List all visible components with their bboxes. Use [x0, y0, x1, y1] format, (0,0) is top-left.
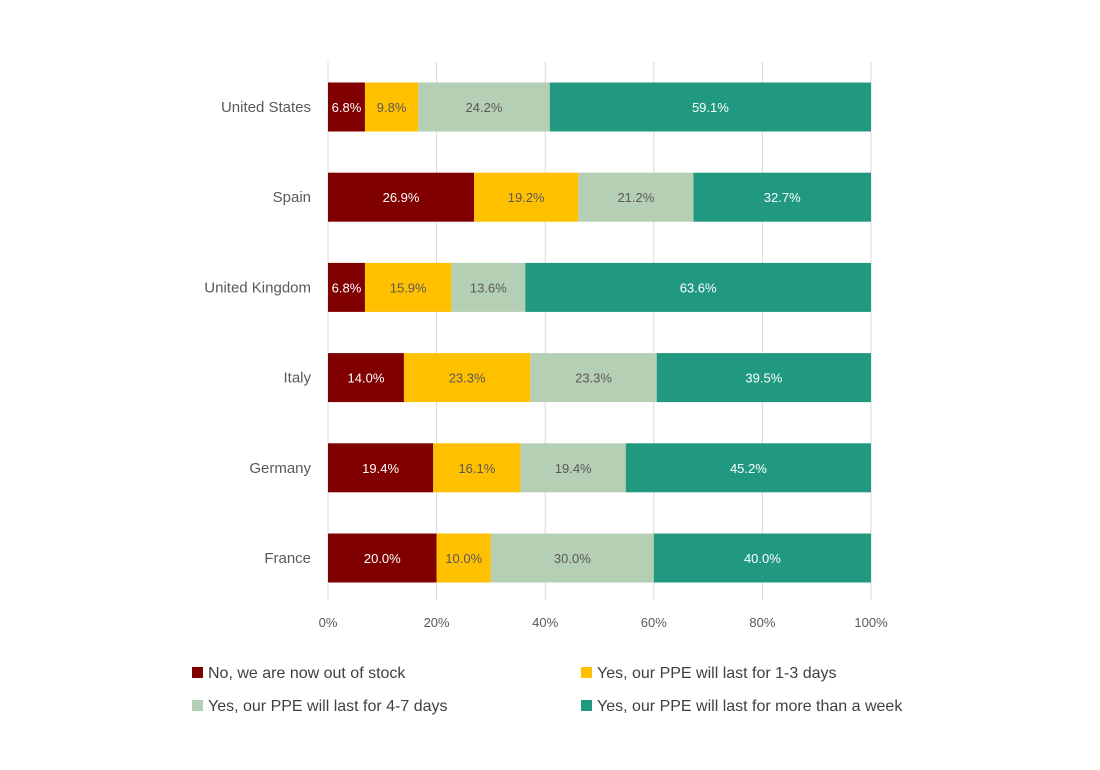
bar-segment	[418, 82, 550, 132]
bar-segment	[433, 443, 521, 493]
data-label: 9.8%	[377, 100, 407, 115]
bar-segment	[328, 172, 475, 222]
data-label: 16.1%	[458, 461, 495, 476]
data-label: 19.4%	[555, 461, 592, 476]
bar-segment	[530, 353, 657, 403]
bar-segment	[656, 353, 871, 403]
data-label: 23.3%	[575, 371, 612, 386]
bar-segment	[625, 443, 871, 493]
data-label: 23.3%	[449, 371, 486, 386]
legend-swatch	[192, 667, 203, 678]
x-axis-tick-labels: 0% 20% 40% 60% 80% 100%	[319, 615, 888, 630]
data-label: 63.6%	[680, 280, 717, 295]
data-label: 19.4%	[362, 461, 399, 476]
bar-segment	[328, 443, 434, 493]
data-label: 40.0%	[744, 551, 781, 566]
bar-segment	[328, 533, 437, 583]
bar-segment	[364, 262, 452, 312]
category-label: United Kingdom	[204, 279, 311, 296]
bar-segment	[693, 172, 871, 222]
data-label: 6.8%	[332, 280, 362, 295]
data-label: 21.2%	[617, 190, 654, 205]
category-label: Spain	[273, 189, 311, 206]
bar-segment	[525, 262, 871, 312]
bar-segment	[490, 533, 654, 583]
legend-swatch	[192, 700, 203, 711]
bar-segment	[403, 353, 531, 403]
data-label: 20.0%	[364, 551, 401, 566]
bar-segment	[474, 172, 579, 222]
legend-label: Yes, our PPE will last for more than a w…	[597, 698, 903, 715]
x-tick-label: 100%	[854, 615, 888, 630]
data-label: 13.6%	[470, 280, 507, 295]
legend-label: No, we are now out of stock	[208, 665, 406, 682]
data-label: 24.2%	[466, 100, 503, 115]
data-label: 15.9%	[390, 280, 427, 295]
data-label: 32.7%	[764, 190, 801, 205]
legend-swatch	[581, 667, 592, 678]
bar-segment	[653, 533, 871, 583]
legend-label: Yes, our PPE will last for 4-7 days	[208, 698, 448, 715]
legend-label: Yes, our PPE will last for 1-3 days	[597, 665, 837, 682]
bars: 6.8% 9.8% 24.2% 59.1% 26.9% 19.2% 21.2% 32.7% 6.…	[328, 82, 871, 583]
bar-segment	[328, 353, 404, 403]
x-tick-label: 20%	[424, 615, 450, 630]
x-tick-label: 60%	[641, 615, 667, 630]
bar-segment	[364, 82, 419, 132]
category-label: Germany	[249, 460, 311, 477]
gridlines	[327, 62, 872, 600]
bar-segment	[578, 172, 694, 222]
data-label: 19.2%	[508, 190, 545, 205]
legend-swatch	[581, 700, 592, 711]
x-tick-label: 80%	[749, 615, 775, 630]
data-label: 6.8%	[332, 100, 362, 115]
category-labels: United States Spain United Kingdom Italy Ger…	[204, 99, 311, 567]
data-label: 10.0%	[445, 551, 482, 566]
bar-segment	[328, 262, 365, 312]
data-label: 45.2%	[730, 461, 767, 476]
category-label: United States	[221, 99, 311, 116]
bar-segment	[436, 533, 491, 583]
data-label: 39.5%	[745, 371, 782, 386]
category-label: Italy	[283, 370, 311, 387]
x-tick-label: 40%	[532, 615, 558, 630]
x-tick-label: 0%	[319, 615, 338, 630]
data-label: 59.1%	[692, 100, 729, 115]
bar-segment	[328, 82, 365, 132]
bar-segment	[549, 82, 871, 132]
category-label: France	[264, 550, 311, 567]
data-label: 14.0%	[348, 371, 385, 386]
bar-segment	[520, 443, 626, 493]
legend: No, we are now out of stock Yes, our PPE …	[192, 665, 903, 715]
data-label: 26.9%	[383, 190, 420, 205]
data-label: 30.0%	[554, 551, 591, 566]
bar-segment	[451, 262, 526, 312]
